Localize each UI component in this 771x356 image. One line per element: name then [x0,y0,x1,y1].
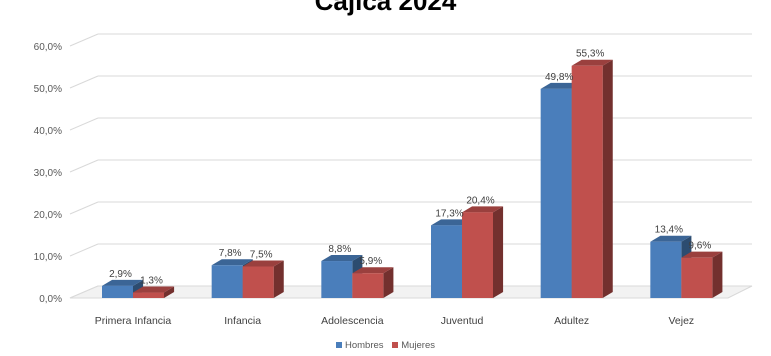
bar-front [571,65,603,299]
bar-top [650,235,692,242]
data-label: 13,4% [655,225,683,236]
y-tick-label: 20,0% [34,210,62,221]
x-category-label: Infancia [224,315,261,327]
bar-front [431,225,462,298]
data-label: 7,5% [250,250,273,261]
bar-front [242,266,274,298]
gridlines [69,33,753,299]
data-label: 8,8% [328,244,351,255]
data-label: 2,9% [109,269,132,280]
x-axis-categories: Primera Infancia Infancia Adolescencia Juve… [95,315,694,327]
bar-side [164,286,175,298]
data-label: 55,3% [576,49,604,60]
gridline-wall [69,117,99,131]
data-label: 5,9% [359,256,382,267]
bar-front [462,212,493,298]
bars [102,59,723,299]
x-category-label: Vejez [668,315,694,327]
y-tick-label: 10,0% [34,252,62,263]
data-label: 7,8% [219,248,242,259]
bar-front [650,241,682,298]
bar-mujeres-1 [242,260,284,298]
bar-front [681,257,713,298]
bar-front [133,292,164,298]
bar-front [321,261,353,298]
legend-label-mujeres: Mujeres [401,340,435,351]
bar-top [571,59,613,66]
y-tick-label: 60,0% [34,42,62,53]
x-category-label: Adolescencia [321,315,384,327]
bar-mujeres-2 [352,267,394,298]
gridline-wall [69,33,99,47]
bar-mujeres-0 [133,286,175,298]
legend-swatch-hombres [336,342,342,349]
bar-side [712,251,723,298]
legend-swatch-mujeres [392,342,399,349]
x-category-label: Juventud [441,315,484,327]
bar-front [102,285,133,298]
data-label: 1,3% [140,276,163,287]
bar-chart: 0,0% 10,0% 20,0% 30,0% 40,0% 50,0% 60,0% 2,9% 1… [34,33,753,327]
y-tick-label: 40,0% [34,126,62,137]
bar-top [133,286,175,293]
bar-mujeres-3 [462,206,504,298]
y-tick-label: 0,0% [39,294,62,305]
gridline-wall [69,243,99,257]
bar-mujeres-4 [571,59,613,299]
bar-front [540,88,572,298]
bar-side [602,59,613,298]
bar-top [102,279,144,286]
y-tick-label: 50,0% [34,84,62,95]
bar-top [462,206,504,213]
bar-mujeres-5 [681,251,723,298]
bar-top [211,259,253,266]
data-label: 20,4% [466,195,494,206]
bar-top [321,255,363,262]
bar-front [211,265,243,298]
gridline-wall [69,201,99,215]
x-category-label: Primera Infancia [95,315,172,327]
legend-item-mujeres: Mujeres [392,340,435,351]
y-axis-ticks: 0,0% 10,0% 20,0% 30,0% 40,0% 50,0% 60,0% [34,42,62,305]
legend: Hombres Mujeres [0,340,771,351]
bar-top [431,219,473,226]
bar-side [493,206,504,298]
bar-top [352,267,394,274]
gridline-wall [69,159,99,173]
legend-label-hombres: Hombres [345,340,384,351]
legend-item-hombres: Hombres [336,340,384,351]
data-label: 49,8% [545,72,573,83]
bar-top [242,260,284,267]
chart-title: Cajica 2024 [314,0,457,16]
data-labels: 2,9% 1,3% 7,8% 7,5% 8,8% 5,9% 17,3%20,4% 49,8% 5… [109,49,711,287]
bar-top [540,82,582,89]
bar-side [273,260,284,298]
x-category-label: Adultez [554,315,589,327]
bar-top [681,251,723,258]
gridline-wall [69,75,99,89]
bar-side [383,267,394,298]
y-tick-label: 30,0% [34,168,62,179]
data-label: 17,3% [435,208,463,219]
bar-front [352,273,384,298]
data-label: 9,6% [688,241,711,252]
